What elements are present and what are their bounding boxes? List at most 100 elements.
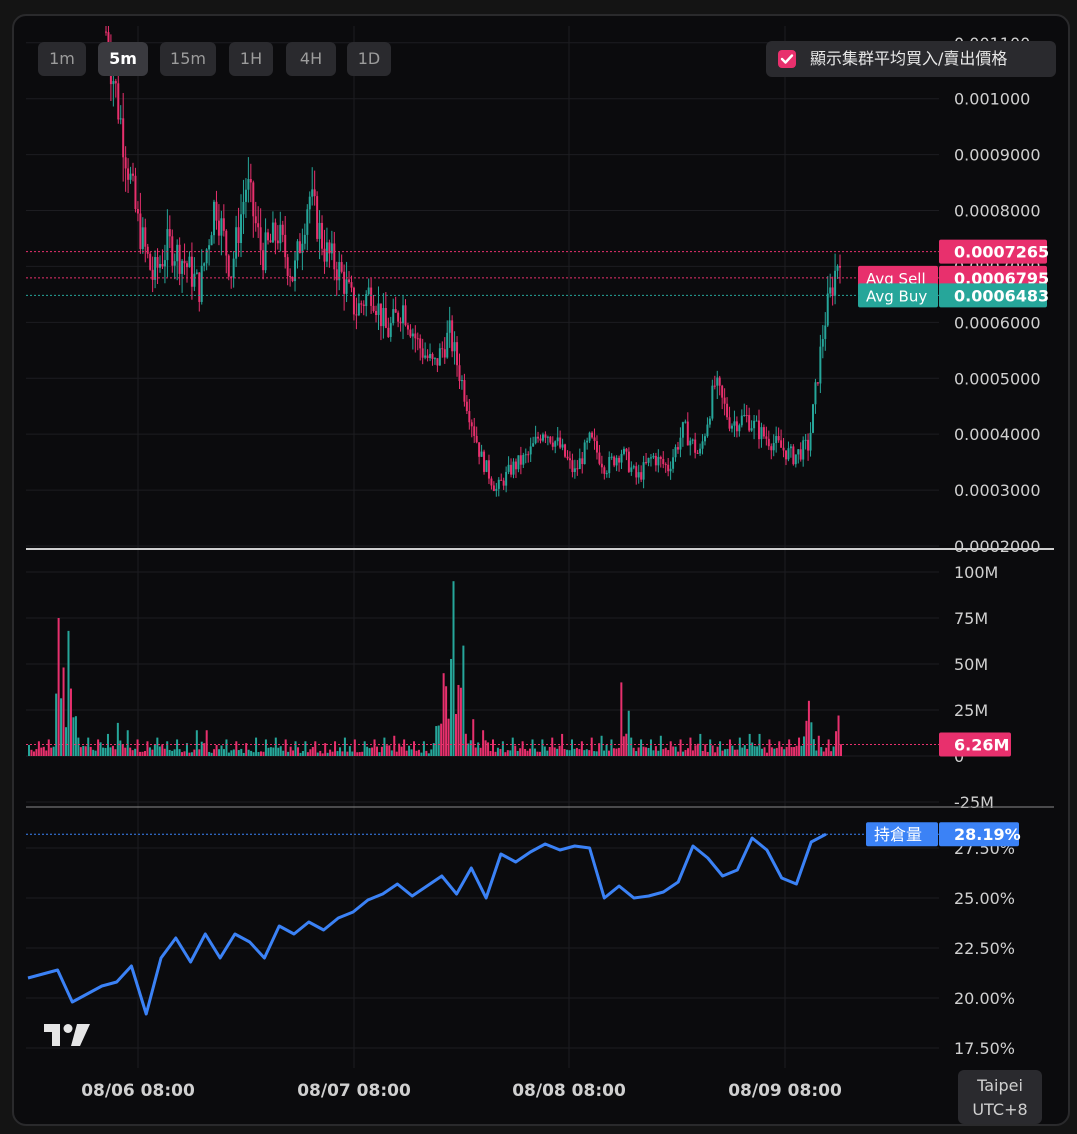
volume-bar <box>603 750 606 756</box>
avg-price-toggle[interactable]: 顯示集群平均買入/賣出價格 <box>766 41 1056 77</box>
position-tick-label: 25.00% <box>954 889 1015 908</box>
candle-body <box>608 456 611 474</box>
timeframe-15m-button[interactable]: 15m <box>160 42 216 76</box>
candle-body <box>630 467 633 472</box>
candle-body <box>689 440 692 446</box>
volume-bar <box>420 752 423 756</box>
candle-body <box>603 467 606 474</box>
candle-body <box>316 196 319 239</box>
candle-body <box>173 261 176 266</box>
timezone-city: Taipei <box>977 1076 1023 1095</box>
candle-body <box>647 457 650 463</box>
candle-body <box>620 453 623 463</box>
candle-body <box>618 457 621 463</box>
volume-bar <box>121 744 124 756</box>
candle-body <box>637 472 640 478</box>
volume-bar <box>652 750 655 756</box>
candle-body <box>809 432 812 451</box>
volume-bar <box>531 739 534 756</box>
volume-bar <box>709 739 712 756</box>
volume-bar <box>400 746 403 756</box>
volume-bar <box>205 730 208 756</box>
timeframe-1m-button[interactable]: 1m <box>38 42 86 76</box>
volume-bar <box>474 747 477 756</box>
candle-body <box>711 385 714 419</box>
volume-bar <box>257 752 260 756</box>
volume-bar <box>264 739 267 756</box>
candle-body <box>176 244 179 262</box>
volume-bar <box>57 618 60 756</box>
candle-body <box>436 358 439 366</box>
candle-body <box>765 436 768 439</box>
candle-body <box>478 442 481 457</box>
candle-body <box>699 448 702 454</box>
volume-bar <box>235 741 238 756</box>
volume-bar <box>405 750 408 756</box>
candle-body <box>357 303 360 316</box>
volume-bar <box>284 739 287 756</box>
volume-bar <box>297 747 300 756</box>
candle-body <box>532 443 535 447</box>
candle-body <box>826 293 829 326</box>
timeframe-4h-button[interactable]: 4H <box>286 42 336 76</box>
candle-body <box>816 382 819 384</box>
volume-bar <box>225 739 228 756</box>
volume-bar <box>161 744 164 756</box>
timeframe-1h-button[interactable]: 1H <box>229 42 273 76</box>
candle-body <box>581 458 584 465</box>
volume-bar <box>837 715 840 756</box>
timezone-offset: UTC+8 <box>972 1100 1028 1119</box>
timeframe-5m-button[interactable]: 5m <box>98 42 148 76</box>
volume-bar <box>109 747 112 756</box>
candle-body <box>426 355 429 359</box>
candle-body <box>473 426 476 436</box>
candle-body <box>338 262 341 281</box>
volume-bar <box>551 737 554 756</box>
volume-bar <box>812 739 815 756</box>
volume-bar <box>533 748 536 756</box>
volume-bar <box>306 752 309 756</box>
candle-body <box>748 415 751 431</box>
volume-bar <box>746 748 749 756</box>
candle-body <box>227 255 230 277</box>
candle-body <box>811 404 814 433</box>
timezone-button[interactable]: Taipei UTC+8 <box>958 1070 1042 1124</box>
chart-canvas[interactable]: 0.0002000 0.0003000 0.0004000 0.0005000 0.00… <box>14 16 1068 1124</box>
candle-body <box>728 417 731 429</box>
candle-body <box>762 427 765 437</box>
checkbox-checked-icon[interactable] <box>778 50 796 68</box>
candle-body <box>537 436 540 439</box>
volume-bar <box>440 723 443 756</box>
candle-body <box>122 118 125 158</box>
candle-body <box>632 466 635 468</box>
volume-bar <box>524 748 527 756</box>
candle-body <box>360 303 363 305</box>
position-tick-label: 20.00% <box>954 989 1015 1008</box>
candle-body <box>645 462 648 464</box>
timeframe-1d-button[interactable]: 1D <box>347 42 391 76</box>
price-marker-value: 0.0007265 <box>954 243 1049 262</box>
volume-bar <box>630 737 633 756</box>
volume-bar <box>250 750 253 756</box>
candle-body <box>836 265 839 271</box>
volume-bar <box>361 751 364 756</box>
candle-body <box>505 471 508 486</box>
candle-body <box>767 438 770 447</box>
volume-bar <box>719 741 722 756</box>
candle-body <box>483 451 486 472</box>
volume-bar <box>608 750 610 756</box>
volume-bar <box>452 581 455 756</box>
volume-bar <box>203 743 206 756</box>
candle-body <box>456 342 459 366</box>
volume-bar <box>553 747 556 756</box>
volume-bar <box>763 747 766 756</box>
candle-body <box>753 420 756 429</box>
candle-body <box>839 265 841 268</box>
volume-bar <box>728 739 731 756</box>
volume-bar <box>227 752 230 756</box>
candle-body <box>203 263 206 266</box>
volume-bar <box>287 751 290 756</box>
candle-body <box>568 458 571 461</box>
volume-bar <box>35 749 38 756</box>
volume-bar <box>437 725 440 756</box>
